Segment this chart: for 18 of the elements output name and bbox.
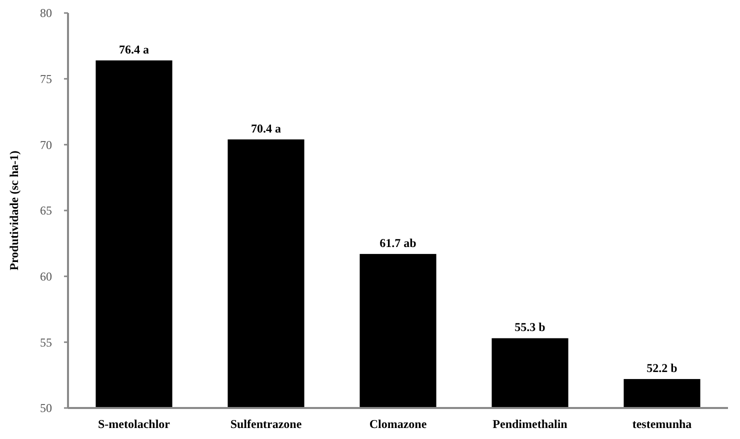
x-tick-label: Clomazone [369, 417, 428, 431]
x-tick-label: testemunha [632, 417, 692, 431]
x-tick-label: S-metolachlor [98, 417, 171, 431]
y-tick-label: 80 [40, 6, 52, 20]
y-tick-label: 70 [40, 138, 52, 152]
data-label: 76.4 a [119, 42, 149, 56]
y-tick-label: 65 [40, 204, 52, 218]
x-tick-label: Pendimethalin [492, 417, 568, 431]
data-label: 52.2 b [646, 361, 678, 376]
data-label: 61.7 ab [380, 236, 417, 250]
y-tick-label: 60 [40, 270, 52, 284]
data-label: 70.4 a [251, 121, 281, 136]
y-tick-label: 55 [40, 335, 52, 350]
x-tick-label: Sulfentrazone [230, 417, 302, 431]
y-tick-label: 75 [40, 72, 52, 86]
y-tick-label: 50 [40, 401, 52, 416]
y-axis-title: Produtividade (sc ha-1) [7, 150, 21, 270]
data-label: 55.3 b [514, 320, 546, 334]
